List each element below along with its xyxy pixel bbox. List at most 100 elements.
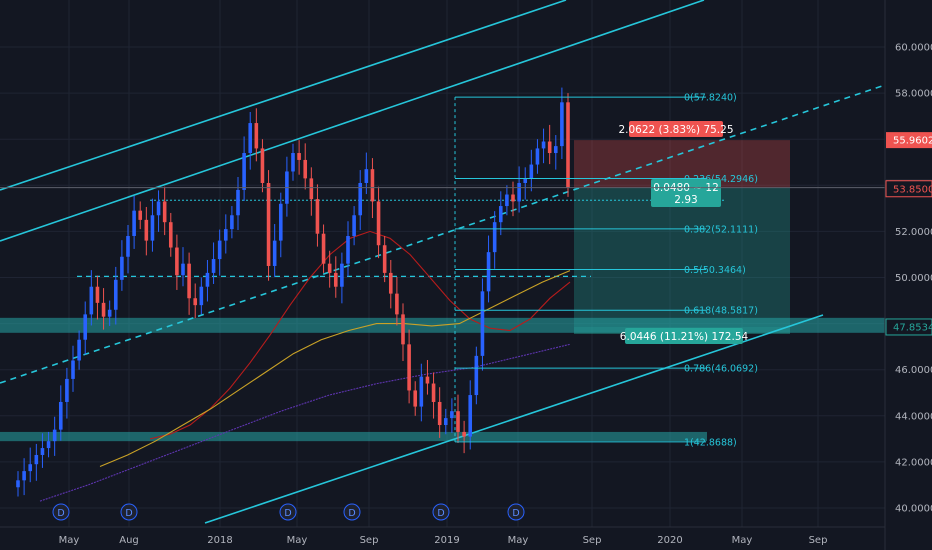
candle-body bbox=[511, 194, 515, 202]
candle-body bbox=[236, 189, 240, 216]
candle-body bbox=[340, 263, 344, 287]
candle-body bbox=[492, 222, 497, 253]
candle-body bbox=[291, 153, 295, 172]
price-tag-text: 55.9602 bbox=[893, 136, 932, 147]
time-axis-label: Aug bbox=[119, 535, 139, 546]
candle-body bbox=[419, 376, 424, 407]
candle-body bbox=[498, 206, 503, 223]
candle-body bbox=[358, 182, 363, 216]
entry-label-box bbox=[651, 179, 721, 207]
fib-level-label: 0.236(54.2946) bbox=[684, 174, 758, 185]
target-label-box bbox=[625, 328, 743, 344]
candle-body bbox=[529, 164, 534, 179]
candle-body bbox=[364, 169, 369, 183]
candle-body bbox=[150, 215, 155, 241]
candle-body bbox=[113, 279, 118, 310]
candle-body bbox=[156, 201, 161, 216]
candle-body bbox=[547, 141, 552, 154]
channel-upper-outer[interactable] bbox=[0, 0, 567, 191]
dividend-marker-label: D bbox=[125, 508, 132, 519]
candle-body bbox=[205, 272, 210, 287]
candle-body bbox=[193, 298, 198, 306]
candle-body bbox=[560, 102, 564, 147]
candle-body bbox=[425, 376, 430, 384]
candle-body bbox=[46, 441, 51, 449]
candle-body bbox=[71, 360, 75, 379]
position-tool[interactable]: 2.0622 (3.83%) 75.250.0480 ~ 122.936.044… bbox=[0, 121, 885, 344]
candle-body bbox=[16, 480, 20, 488]
candle-body bbox=[138, 210, 143, 220]
candle-body bbox=[431, 383, 436, 402]
candle-body bbox=[541, 141, 546, 149]
candle-body bbox=[382, 245, 387, 273]
channel-lower[interactable] bbox=[204, 314, 824, 524]
dividend-marker-label: D bbox=[437, 508, 444, 519]
candle-body bbox=[107, 309, 112, 317]
candle-body bbox=[333, 272, 338, 287]
fib-level-label: 0.786(46.0692) bbox=[684, 364, 758, 375]
candle-body bbox=[230, 215, 234, 230]
time-axis-label: 2019 bbox=[434, 535, 459, 546]
moving-averages bbox=[39, 230, 571, 502]
candle-body bbox=[517, 182, 521, 202]
dividend-marker bbox=[507, 503, 525, 521]
candle-body bbox=[553, 146, 558, 154]
candle-body bbox=[132, 210, 136, 237]
price-axis-tick: 52.0000 bbox=[895, 227, 932, 238]
candle-body bbox=[321, 233, 326, 264]
price-tag-box bbox=[885, 180, 932, 198]
candle-body bbox=[327, 263, 332, 273]
channel-midline[interactable] bbox=[0, 84, 886, 384]
candle-body bbox=[297, 153, 301, 160]
time-axis-label: 2020 bbox=[657, 535, 682, 546]
candle-body bbox=[77, 339, 81, 361]
candle-body bbox=[223, 229, 228, 241]
candle-body bbox=[346, 236, 350, 264]
dividend-marker bbox=[120, 503, 138, 521]
candle-body bbox=[352, 215, 356, 237]
price-tag-box bbox=[886, 132, 932, 149]
take-profit-zone bbox=[574, 187, 790, 327]
moving-average-red bbox=[149, 230, 571, 440]
candle-body bbox=[413, 390, 418, 407]
dividend-marker-label: D bbox=[284, 508, 291, 519]
candle-body bbox=[199, 286, 204, 306]
channel-upper-inner[interactable] bbox=[0, 0, 705, 242]
candle-body bbox=[535, 148, 540, 165]
time-axis-label: May bbox=[287, 535, 308, 546]
time-axis-label: Sep bbox=[583, 535, 602, 546]
trend-channels[interactable] bbox=[0, 0, 886, 524]
time-axis-label: Sep bbox=[809, 535, 828, 546]
candle-body bbox=[388, 272, 393, 294]
candle-body bbox=[181, 263, 185, 276]
candle-body bbox=[254, 123, 259, 149]
candle-body bbox=[187, 263, 191, 299]
candle-body bbox=[175, 247, 179, 276]
price-axis[interactable]: 60.000058.000056.000054.000052.000050.00… bbox=[884, 0, 932, 550]
fib-retracement[interactable]: 0(57.8240) 0.236(54.2946) 0.382(52.1111) 0.… bbox=[454, 93, 758, 449]
candle-body bbox=[22, 471, 26, 481]
candle-body bbox=[52, 429, 57, 442]
candle-body bbox=[272, 240, 277, 266]
entry-label-line2: 2.93 bbox=[674, 194, 697, 206]
dividend-marker bbox=[343, 503, 361, 521]
dividend-marker bbox=[432, 503, 450, 521]
moving-average-yellow bbox=[99, 270, 571, 468]
dividend-marker bbox=[52, 503, 70, 521]
candle-body bbox=[40, 448, 45, 455]
candle-body bbox=[566, 102, 570, 188]
candle-body bbox=[456, 411, 460, 432]
price-axis-tick: 42.0000 bbox=[895, 457, 932, 468]
time-axis[interactable]: May Aug 2018 May Sep 2019 May Sep 2020 May Sep bbox=[0, 526, 885, 546]
candle-body bbox=[89, 286, 94, 315]
candle-body bbox=[505, 194, 509, 207]
candle-body bbox=[468, 395, 473, 437]
time-axis-label: May bbox=[508, 535, 529, 546]
candle-body bbox=[401, 314, 405, 345]
stop-label-text: 2.0622 (3.83%) 75.25 bbox=[618, 124, 733, 136]
dividend-marker-label: D bbox=[512, 508, 519, 519]
